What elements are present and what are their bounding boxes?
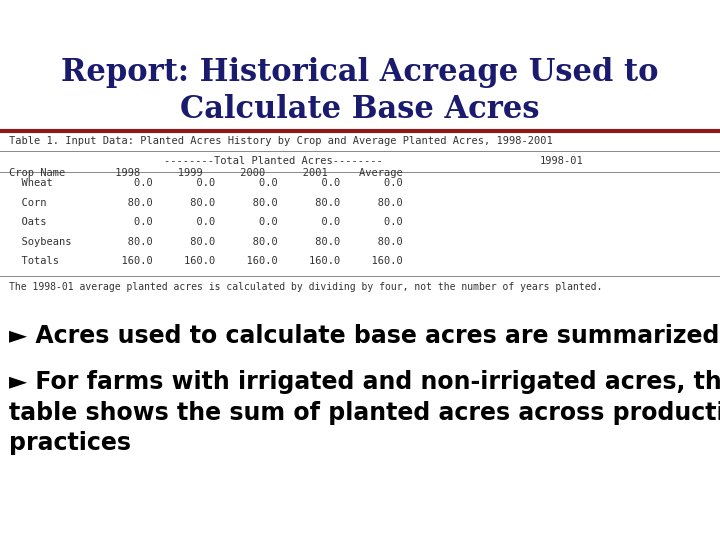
Text: Table 1. Input Data: Planted Acres History by Crop and Average Planted Acres, 19: Table 1. Input Data: Planted Acres Histo… — [9, 136, 553, 146]
Text: 1998-01: 1998-01 — [540, 156, 583, 166]
Text: Oats              0.0       0.0       0.0       0.0       0.0: Oats 0.0 0.0 0.0 0.0 0.0 — [9, 217, 403, 227]
Text: Totals          160.0     160.0     160.0     160.0     160.0: Totals 160.0 160.0 160.0 160.0 160.0 — [9, 256, 403, 266]
Text: Wheat             0.0       0.0       0.0       0.0       0.0: Wheat 0.0 0.0 0.0 0.0 0.0 — [9, 178, 403, 188]
Text: Report: Historical Acreage Used to
Calculate Base Acres: Report: Historical Acreage Used to Calcu… — [61, 57, 659, 125]
Text: Crop Name        1998      1999      2000      2001     Average: Crop Name 1998 1999 2000 2001 Average — [9, 168, 403, 179]
Text: ► For farms with irrigated and non-irrigated acres, this
table shows the sum of : ► For farms with irrigated and non-irrig… — [9, 370, 720, 455]
Text: Soybeans         80.0      80.0      80.0      80.0      80.0: Soybeans 80.0 80.0 80.0 80.0 80.0 — [9, 237, 403, 247]
Text: ► Acres used to calculate base acres are summarized: ► Acres used to calculate base acres are… — [9, 324, 720, 348]
Text: --------Total Planted Acres--------: --------Total Planted Acres-------- — [164, 156, 383, 166]
Text: The 1998-01 average planted acres is calculated by dividing by four, not the num: The 1998-01 average planted acres is cal… — [9, 282, 603, 292]
Text: Corn             80.0      80.0      80.0      80.0      80.0: Corn 80.0 80.0 80.0 80.0 80.0 — [9, 198, 403, 208]
